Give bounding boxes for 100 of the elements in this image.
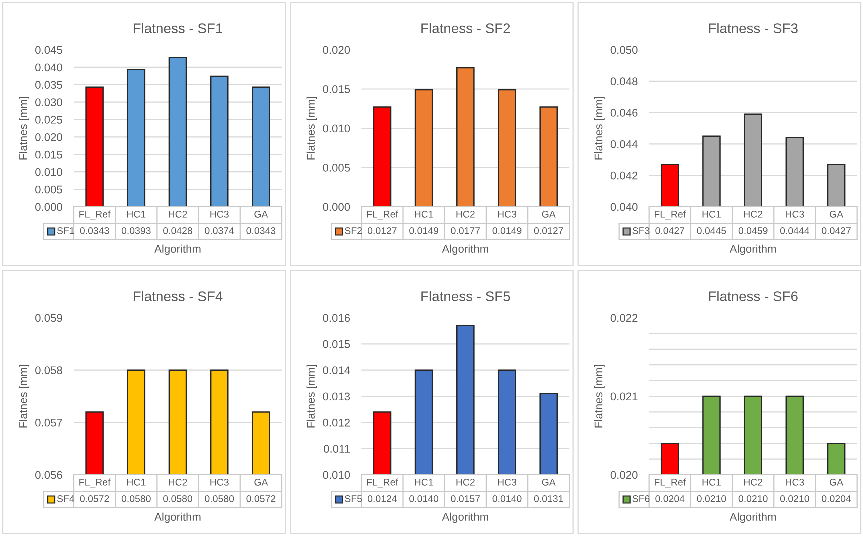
y-tick-label: 0.040	[36, 64, 62, 72]
x-tick-label: GA	[254, 478, 268, 486]
data-label: 0.0393	[122, 227, 151, 234]
y-tick-label: 0.057	[36, 418, 62, 427]
chart-title: Flatness - SF5	[422, 291, 510, 302]
y-tick-label: 0.011	[324, 445, 350, 453]
x-axis-title: Algorithm	[154, 244, 201, 256]
bar	[252, 86, 270, 207]
legend-label: SF6	[632, 495, 650, 502]
x-tick-label: FL_Ref	[654, 210, 686, 220]
y-tick-label: 0.015	[323, 340, 350, 348]
x-tick-label: FL_Ref	[654, 478, 686, 488]
data-label: 0.0459	[738, 227, 768, 234]
data-label: 0.0157	[451, 495, 480, 502]
data-label: 0.0343	[246, 227, 276, 234]
data-label: 0.0127	[368, 227, 397, 234]
x-tick-label: HC3	[786, 478, 804, 486]
bar	[210, 76, 229, 207]
x-tick-label: HC3	[498, 210, 517, 218]
bar	[540, 106, 558, 207]
data-label: 0.0427	[822, 227, 851, 234]
y-tick-label: 0.005	[323, 164, 350, 172]
y-tick-label: 0.000	[323, 203, 350, 212]
x-tick-label: HC2	[744, 478, 763, 486]
legend-label: SF4	[57, 495, 75, 502]
chart-title: Flatness - SF2	[422, 23, 510, 34]
y-tick-label: 0.042	[610, 172, 638, 180]
chart-title: Flatness - SF4	[134, 291, 223, 302]
x-tick-label: HC2	[169, 210, 188, 218]
data-label: 0.0149	[492, 227, 522, 234]
x-tick-label: HC1	[127, 478, 146, 486]
x-tick-label: HC3	[498, 478, 517, 486]
data-label: 0.0140	[492, 495, 522, 502]
x-tick-label: HC1	[702, 210, 721, 218]
bar	[127, 69, 146, 207]
x-tick-label: FL_Ref	[367, 478, 398, 488]
data-label: 0.0572	[246, 495, 276, 502]
bar	[456, 67, 475, 207]
x-tick-label: HC1	[415, 478, 434, 486]
legend-label: SF3	[632, 227, 650, 234]
x-axis-title: Algorithm	[442, 512, 488, 524]
x-tick-label: GA	[830, 210, 844, 218]
data-label: 0.0427	[656, 227, 685, 234]
y-tick-label: 0.059	[36, 314, 62, 322]
x-tick-label: GA	[542, 210, 556, 218]
x-tick-label: HC3	[210, 478, 229, 486]
y-tick-label: 0.045	[36, 46, 62, 54]
bar	[168, 57, 188, 207]
legend-label: SF2	[345, 227, 362, 234]
data-label: 0.0580	[205, 495, 234, 502]
data-label: 0.0572	[80, 495, 110, 502]
data-label: 0.0210	[697, 495, 726, 502]
x-tick-label: GA	[830, 478, 844, 486]
x-tick-label: FL_Ref	[80, 478, 111, 488]
x-tick-label: HC2	[744, 210, 763, 218]
x-tick-label: HC3	[786, 210, 804, 218]
data-label: 0.0124	[368, 495, 398, 502]
x-tick-label: HC2	[456, 210, 475, 218]
legend-label: SF5	[345, 495, 362, 502]
chart-title: Flatness - SF3	[709, 23, 798, 34]
y-tick-label: 0.035	[36, 81, 62, 90]
x-tick-label: HC3	[210, 210, 229, 218]
y-tick-label: 0.010	[323, 471, 350, 480]
x-tick-label: HC2	[169, 478, 188, 486]
data-label: 0.0343	[80, 227, 110, 234]
data-label: 0.0177	[451, 227, 480, 234]
bar	[373, 106, 392, 207]
data-label: 0.0428	[164, 227, 192, 234]
x-tick-label: FL_Ref	[367, 210, 398, 220]
y-axis-title: Flatnes [mm]	[594, 365, 605, 428]
x-axis-title: Algorithm	[730, 244, 776, 256]
y-tick-label: 0.016	[323, 314, 350, 322]
y-tick-label: 0.010	[36, 168, 62, 176]
y-tick-label: 0.025	[36, 116, 62, 124]
y-tick-label: 0.012	[323, 418, 350, 427]
y-tick-label: 0.048	[610, 78, 638, 86]
bar	[86, 86, 104, 207]
bar	[498, 89, 516, 207]
y-tick-label: 0.010	[323, 124, 350, 133]
data-label: 0.0444	[780, 227, 810, 234]
y-tick-label: 0.030	[36, 98, 62, 106]
y-tick-label: 0.044	[610, 140, 638, 148]
data-label: 0.0149	[410, 227, 438, 234]
y-tick-label: 0.000	[36, 203, 62, 212]
x-axis-title: Algorithm	[730, 512, 776, 524]
x-tick-label: HC1	[415, 210, 434, 218]
y-tick-label: 0.058	[36, 366, 62, 374]
y-tick-label: 0.014	[323, 366, 350, 374]
y-tick-label: 0.013	[323, 392, 350, 401]
x-tick-label: HC2	[456, 478, 475, 486]
y-tick-label: 0.015	[36, 150, 62, 159]
y-tick-label: 0.015	[323, 86, 350, 94]
x-tick-label: HC1	[127, 210, 146, 218]
y-axis-title: Flatnes [mm]	[19, 97, 30, 160]
y-axis-title: Flatnes [mm]	[306, 365, 318, 428]
data-label: 0.0210	[738, 495, 768, 502]
chart-title: Flatness - SF6	[709, 291, 798, 302]
data-label: 0.0204	[822, 495, 852, 502]
y-axis-title: Flatnes [mm]	[19, 365, 30, 428]
y-tick-label: 0.022	[610, 314, 638, 322]
